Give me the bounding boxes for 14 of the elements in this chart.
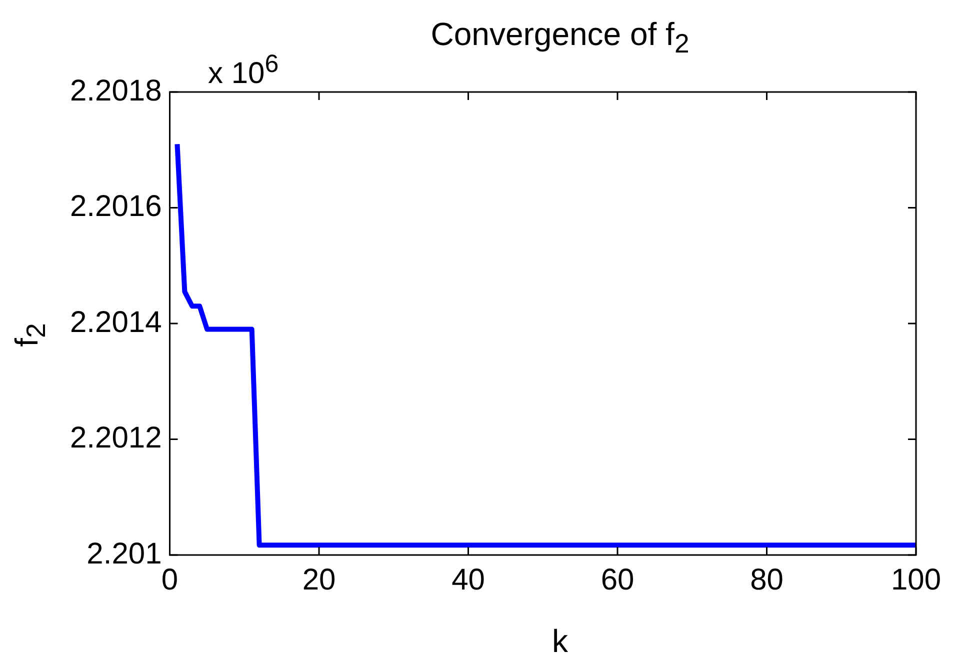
x-tick-label: 80 [750,563,784,596]
chart-title: Convergence of f$_{2}$ [430,16,690,58]
y-tick-label: 2.2014 [70,306,162,339]
x-tick-label: 40 [452,563,485,596]
y-tick-label: 2.2018 [70,74,162,108]
y-tick-label: 2.2012 [70,422,162,455]
x-tick-label: 0 [161,563,178,596]
x-tick-label: 100 [890,563,942,596]
x-tick-label: 20 [302,563,336,596]
y-tick-label: 2.201 [86,537,162,570]
x-tick-label: 60 [600,563,634,596]
y-tick-label: 2.2016 [70,190,162,224]
text: x 10$^{6}$ [208,50,279,90]
x-axis-title: k [552,623,568,659]
